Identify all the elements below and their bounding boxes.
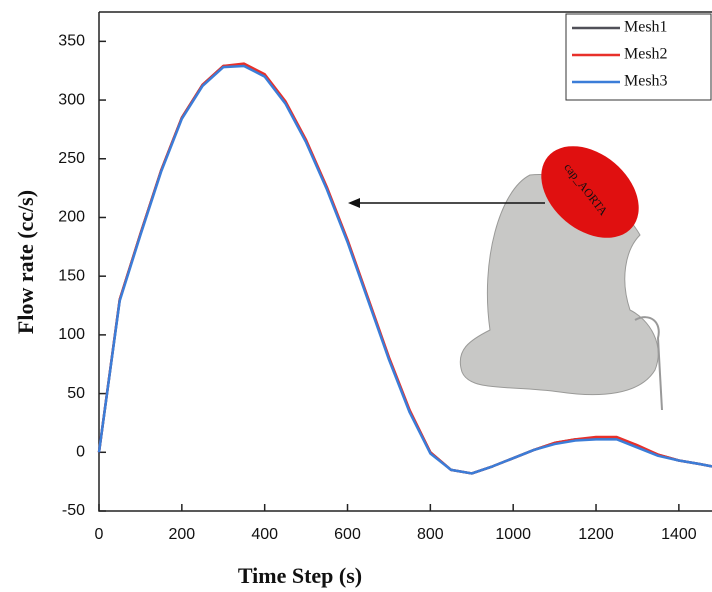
- x-tick-label: 200: [168, 526, 195, 543]
- x-tick-label: 1400: [661, 526, 697, 543]
- y-tick-label: 100: [58, 326, 85, 343]
- series-line: [97, 64, 712, 475]
- x-tick-label: 400: [251, 526, 278, 543]
- y-tick-label: 300: [58, 91, 85, 108]
- y-tick-label: 0: [76, 444, 85, 461]
- x-tick-label: 0: [95, 526, 104, 543]
- x-tick-label: 600: [334, 526, 361, 543]
- inset-aorta: cap_AORTA: [348, 146, 663, 411]
- x-tick-label: 800: [417, 526, 444, 543]
- y-tick-label: -50: [62, 502, 85, 519]
- y-tick-label: 50: [67, 385, 85, 402]
- x-tick-label: 1200: [578, 526, 614, 543]
- aorta-cap: [541, 146, 639, 238]
- y-tick-label: 200: [58, 209, 85, 226]
- legend-label: Mesh3: [624, 73, 668, 90]
- y-tick-label: 350: [58, 33, 85, 50]
- x-axis-title: Time Step (s): [238, 563, 362, 588]
- arrow-head: [348, 198, 360, 208]
- y-tick-label: 250: [58, 150, 85, 167]
- y-tick-label: 150: [58, 267, 85, 284]
- aorta-branch: [634, 316, 663, 411]
- y-axis-title: Flow rate (cc/s): [13, 190, 38, 334]
- legend-label: Mesh1: [624, 19, 668, 36]
- legend-label: Mesh2: [624, 46, 668, 63]
- x-tick-label: 1000: [495, 526, 531, 543]
